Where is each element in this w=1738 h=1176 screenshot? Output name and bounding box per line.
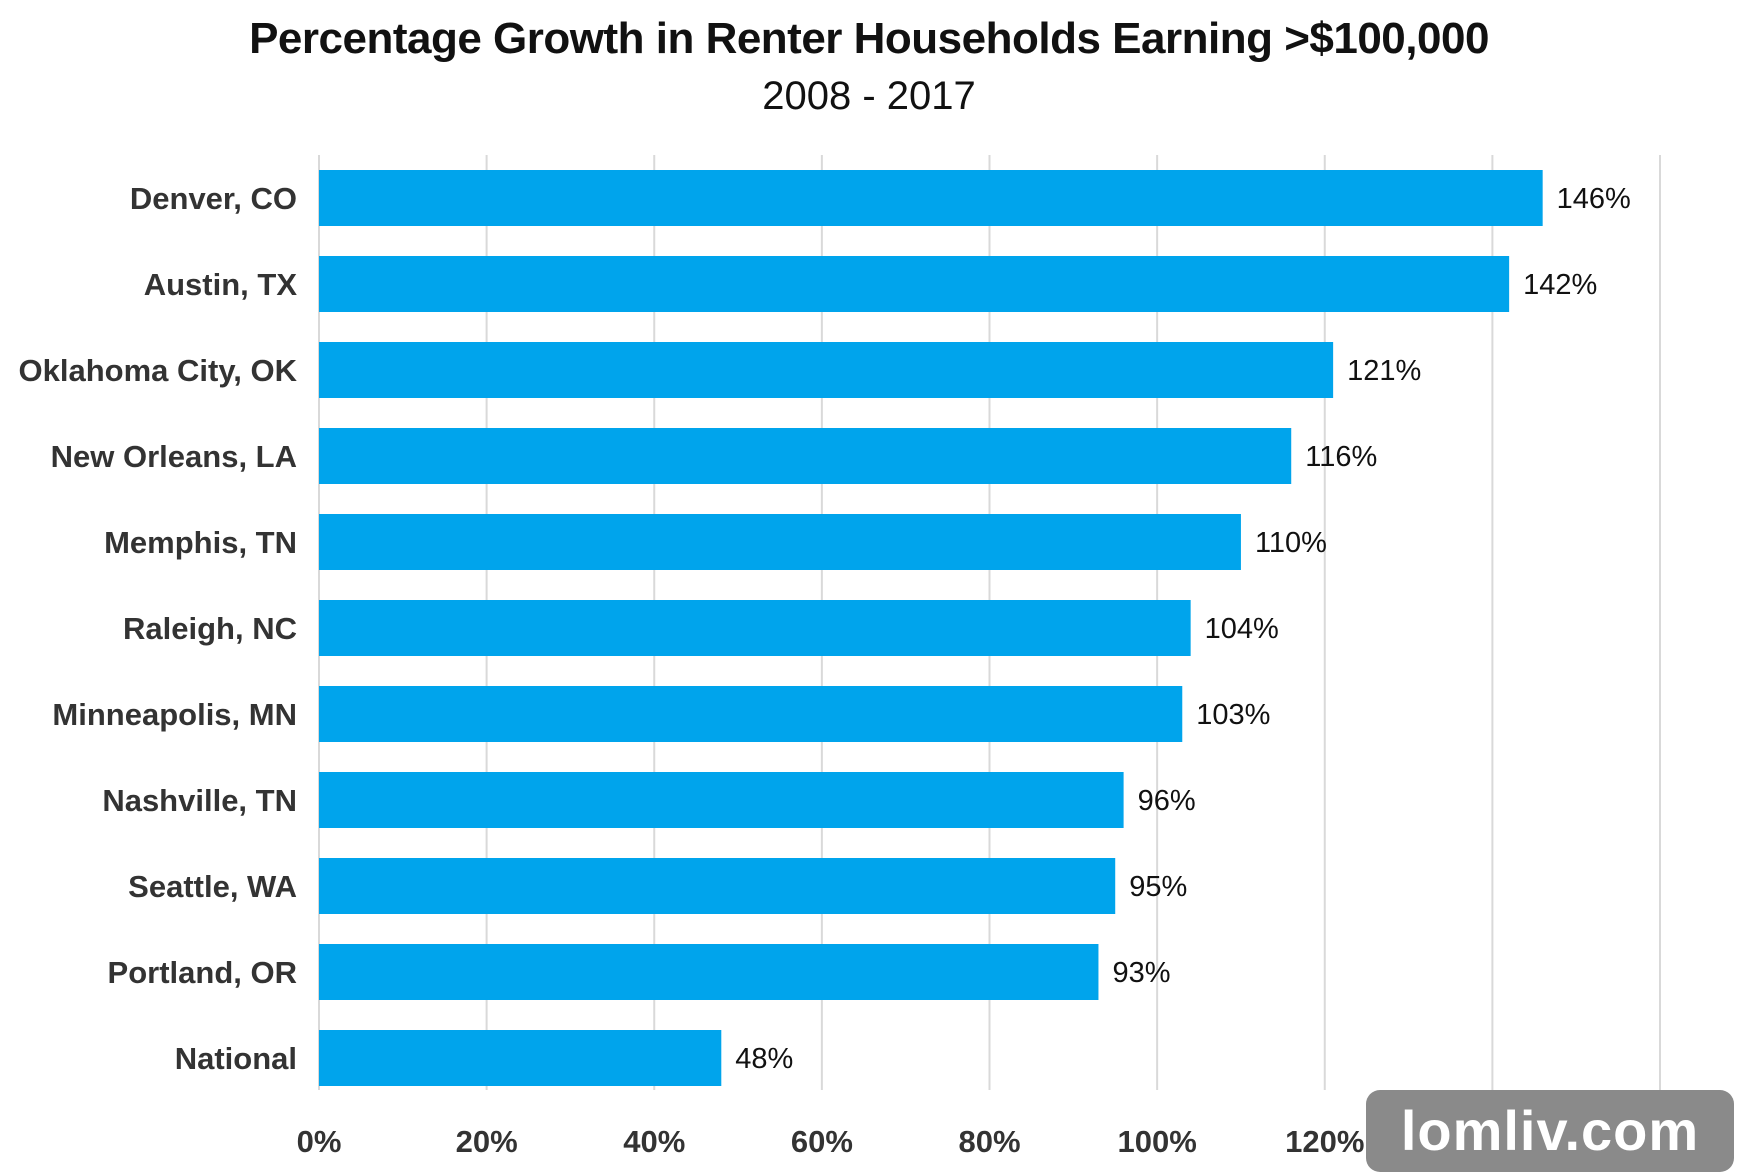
- x-tick-label: 80%: [958, 1124, 1020, 1159]
- watermark-logo: lomliv.com: [1366, 1090, 1734, 1172]
- data-label: 48%: [735, 1043, 793, 1075]
- bar: [319, 772, 1124, 828]
- data-label: 146%: [1557, 183, 1631, 215]
- category-label: Seattle, WA: [128, 869, 297, 904]
- data-label: 95%: [1129, 871, 1187, 903]
- x-tick-label: 40%: [623, 1124, 685, 1159]
- data-label: 142%: [1523, 269, 1597, 301]
- bar: [319, 686, 1183, 742]
- category-label: New Orleans, LA: [51, 439, 297, 474]
- bar: [319, 514, 1241, 570]
- data-label: 116%: [1305, 441, 1377, 473]
- category-label: National: [175, 1041, 297, 1076]
- category-label: Memphis, TN: [104, 525, 297, 560]
- data-label: 96%: [1138, 785, 1196, 817]
- bar: [319, 256, 1510, 312]
- category-label: Raleigh, NC: [123, 611, 297, 646]
- data-label: 93%: [1112, 957, 1170, 989]
- category-label: Denver, CO: [130, 181, 297, 216]
- x-tick-label: 0%: [297, 1124, 342, 1159]
- x-tick-label: 20%: [456, 1124, 518, 1159]
- bar: [319, 170, 1543, 226]
- data-label: 110%: [1255, 527, 1327, 559]
- bar: [319, 428, 1292, 484]
- x-tick-label: 100%: [1117, 1124, 1196, 1159]
- bar: [319, 342, 1334, 398]
- category-label: Austin, TX: [144, 267, 298, 302]
- category-label: Oklahoma City, OK: [19, 353, 298, 388]
- data-label: 104%: [1205, 613, 1279, 645]
- chart-title: Percentage Growth in Renter Households E…: [249, 14, 1489, 63]
- x-tick-label: 120%: [1285, 1124, 1364, 1159]
- chart-subtitle: 2008 - 2017: [762, 74, 976, 118]
- category-label: Nashville, TN: [102, 783, 297, 818]
- bar: [319, 1030, 722, 1086]
- category-label: Portland, OR: [108, 955, 297, 990]
- data-label: 121%: [1347, 355, 1421, 387]
- bar: [319, 944, 1099, 1000]
- category-label: Minneapolis, MN: [52, 697, 297, 732]
- bar: [319, 858, 1116, 914]
- data-label: 103%: [1196, 699, 1270, 731]
- bar: [319, 600, 1191, 656]
- x-tick-label: 60%: [791, 1124, 853, 1159]
